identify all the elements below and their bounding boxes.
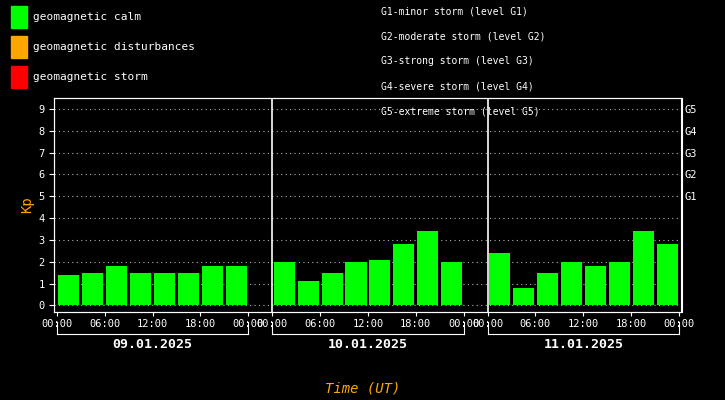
Text: G5-extreme storm (level G5): G5-extreme storm (level G5) bbox=[381, 107, 539, 117]
Bar bbox=[297, 282, 318, 306]
Bar bbox=[202, 266, 223, 306]
Bar bbox=[273, 262, 294, 306]
Bar bbox=[58, 275, 79, 306]
Bar bbox=[633, 231, 654, 306]
Bar bbox=[225, 266, 246, 306]
Bar bbox=[418, 231, 439, 306]
Bar bbox=[657, 244, 678, 306]
Text: 09.01.2025: 09.01.2025 bbox=[112, 338, 193, 351]
Text: G4-severe storm (level G4): G4-severe storm (level G4) bbox=[381, 82, 534, 92]
Text: Time (UT): Time (UT) bbox=[325, 382, 400, 396]
Y-axis label: Kp: Kp bbox=[20, 197, 34, 213]
Bar bbox=[178, 273, 199, 306]
Bar bbox=[609, 262, 630, 306]
Bar bbox=[82, 273, 103, 306]
Text: 11.01.2025: 11.01.2025 bbox=[543, 338, 624, 351]
Text: geomagnetic disturbances: geomagnetic disturbances bbox=[33, 42, 194, 52]
Text: G3-strong storm (level G3): G3-strong storm (level G3) bbox=[381, 56, 534, 66]
Text: G2-moderate storm (level G2): G2-moderate storm (level G2) bbox=[381, 31, 545, 41]
Bar bbox=[442, 262, 463, 306]
Text: geomagnetic calm: geomagnetic calm bbox=[33, 12, 141, 22]
Bar bbox=[369, 260, 391, 306]
Bar bbox=[585, 266, 606, 306]
Bar bbox=[345, 262, 367, 306]
Bar bbox=[106, 266, 127, 306]
Bar bbox=[154, 273, 175, 306]
Bar bbox=[393, 244, 415, 306]
Bar bbox=[321, 273, 343, 306]
Bar bbox=[513, 288, 534, 306]
Text: G1-minor storm (level G1): G1-minor storm (level G1) bbox=[381, 6, 528, 16]
Bar bbox=[561, 262, 582, 306]
Text: geomagnetic storm: geomagnetic storm bbox=[33, 72, 147, 82]
Text: 10.01.2025: 10.01.2025 bbox=[328, 338, 408, 351]
Bar bbox=[489, 253, 510, 306]
Bar bbox=[537, 273, 558, 306]
Bar bbox=[130, 273, 151, 306]
